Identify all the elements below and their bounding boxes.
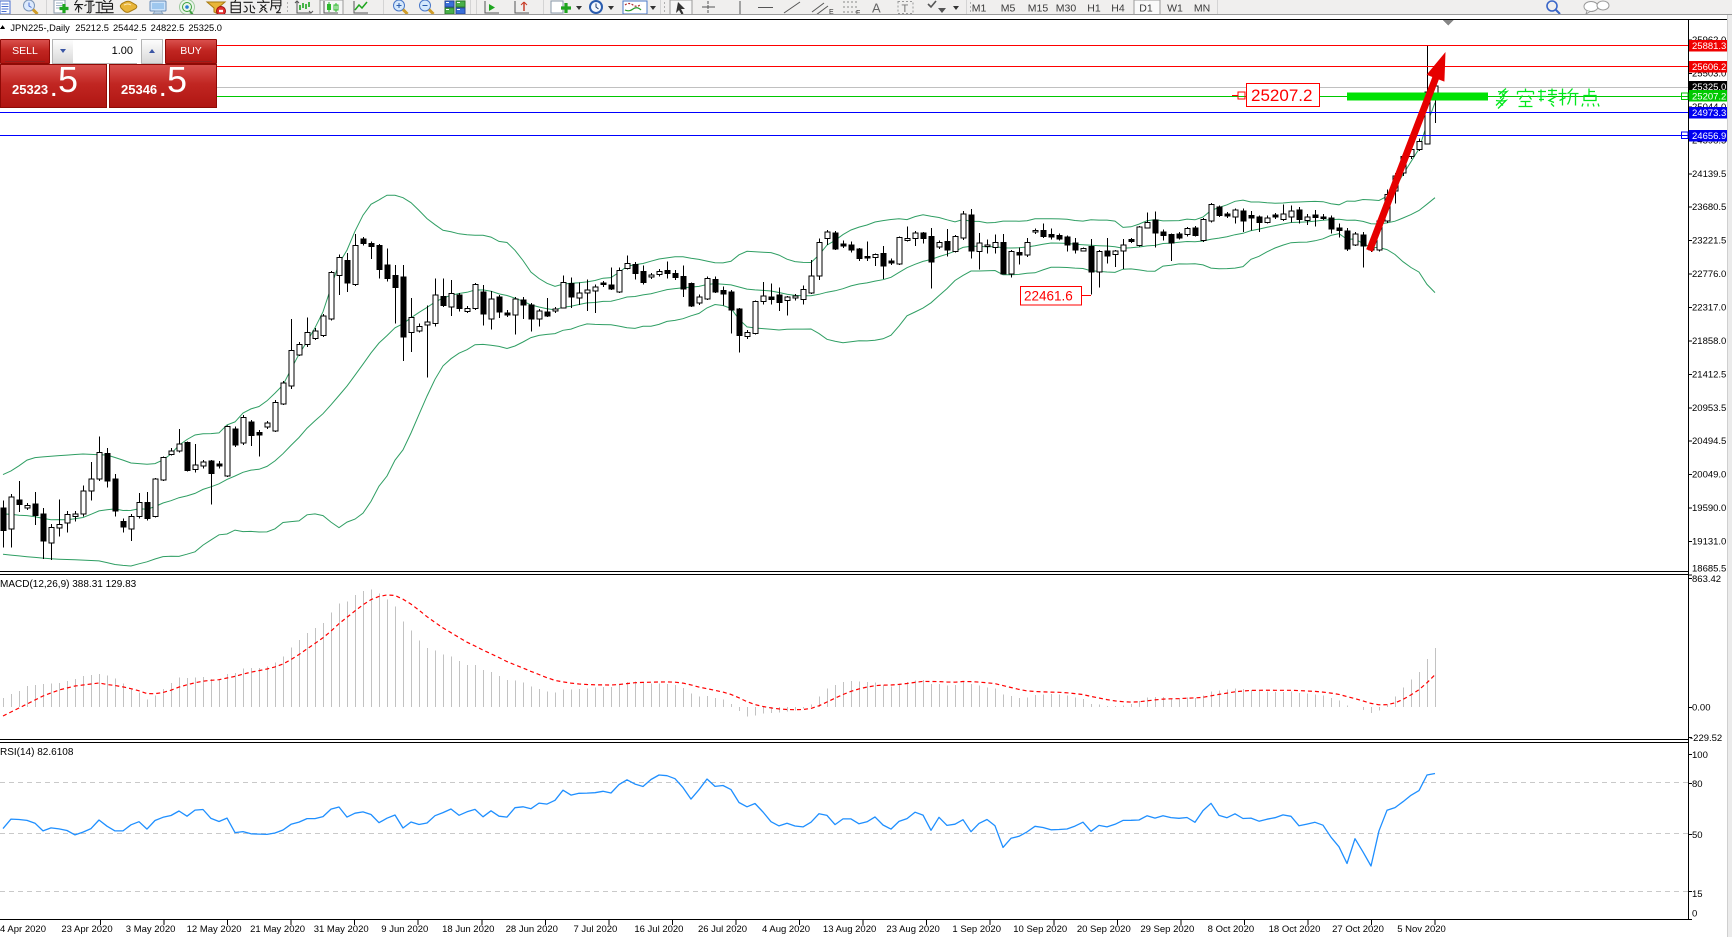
svg-text:3 May 2020: 3 May 2020 <box>126 924 176 935</box>
svg-text:23 Apr 2020: 23 Apr 2020 <box>61 924 112 935</box>
svg-text:15: 15 <box>1692 889 1703 900</box>
svg-text:23680.5: 23680.5 <box>1692 202 1726 213</box>
svg-text:23221.5: 23221.5 <box>1692 236 1726 247</box>
svg-text:863.42: 863.42 <box>1692 574 1721 585</box>
svg-text:21 May 2020: 21 May 2020 <box>250 924 305 935</box>
svg-text:22317.0: 22317.0 <box>1692 303 1726 314</box>
svg-text:W1: W1 <box>1167 3 1183 15</box>
svg-text:26 Jul 2020: 26 Jul 2020 <box>698 924 747 935</box>
svg-text:25207.2: 25207.2 <box>1251 86 1312 105</box>
svg-text:28 Jun 2020: 28 Jun 2020 <box>506 924 558 935</box>
svg-text:-229.52: -229.52 <box>1690 733 1722 744</box>
svg-text:5 Nov 2020: 5 Nov 2020 <box>1397 924 1446 935</box>
svg-text:0.00: 0.00 <box>1692 703 1711 714</box>
svg-text:18 Jun 2020: 18 Jun 2020 <box>442 924 494 935</box>
svg-text:M5: M5 <box>1001 3 1016 15</box>
svg-text:25325.0: 25325.0 <box>1692 82 1726 93</box>
svg-text:JPN225-,Daily: JPN225-,Daily <box>10 23 70 33</box>
svg-text:F: F <box>856 10 860 15</box>
svg-text:100: 100 <box>1692 750 1708 761</box>
svg-text:27 Oct 2020: 27 Oct 2020 <box>1332 924 1384 935</box>
svg-text:T: T <box>902 3 909 15</box>
svg-text:M1: M1 <box>972 3 987 15</box>
svg-text:20 Sep 2020: 20 Sep 2020 <box>1077 924 1131 935</box>
svg-text:8 Oct 2020: 8 Oct 2020 <box>1208 924 1254 935</box>
svg-text:H4: H4 <box>1111 3 1125 15</box>
svg-text:10 Sep 2020: 10 Sep 2020 <box>1013 924 1067 935</box>
svg-text:18685.5: 18685.5 <box>1692 564 1726 575</box>
svg-text:0: 0 <box>1692 909 1697 920</box>
svg-text:RSI(14) 82.6108: RSI(14) 82.6108 <box>0 747 74 758</box>
svg-text:M30: M30 <box>1056 3 1077 15</box>
svg-text:25207.2: 25207.2 <box>1692 92 1726 103</box>
svg-text:20049.0: 20049.0 <box>1692 470 1726 481</box>
svg-text:29 Sep 2020: 29 Sep 2020 <box>1140 924 1194 935</box>
svg-text:20953.5: 20953.5 <box>1692 403 1726 414</box>
svg-text:22776.0: 22776.0 <box>1692 269 1726 280</box>
svg-text:31 May 2020: 31 May 2020 <box>314 924 369 935</box>
svg-text:24973.3: 24973.3 <box>1692 108 1726 119</box>
svg-text:24139.5: 24139.5 <box>1692 169 1726 180</box>
svg-text:12 May 2020: 12 May 2020 <box>187 924 242 935</box>
svg-text:MN: MN <box>1194 3 1210 15</box>
svg-text:25606.2: 25606.2 <box>1692 62 1726 73</box>
svg-text:1 Sep 2020: 1 Sep 2020 <box>952 924 1001 935</box>
svg-text:MACD(12,26,9) 388.31 129.83: MACD(12,26,9) 388.31 129.83 <box>0 579 137 590</box>
svg-text:24656.9: 24656.9 <box>1692 131 1726 142</box>
svg-text:20494.5: 20494.5 <box>1692 436 1726 447</box>
svg-text:H1: H1 <box>1087 3 1101 15</box>
svg-text:E: E <box>829 9 834 15</box>
svg-text:A: A <box>872 1 881 15</box>
svg-text:22461.6: 22461.6 <box>1024 289 1073 304</box>
svg-text:13 Aug 2020: 13 Aug 2020 <box>823 924 876 935</box>
svg-text:23 Aug 2020: 23 Aug 2020 <box>886 924 939 935</box>
svg-text:18 Oct 2020: 18 Oct 2020 <box>1269 924 1321 935</box>
svg-text:16 Jul 2020: 16 Jul 2020 <box>634 924 683 935</box>
svg-text:21412.5: 21412.5 <box>1692 369 1726 380</box>
svg-text:4 Apr 2020: 4 Apr 2020 <box>0 924 46 935</box>
svg-text:19590.0: 19590.0 <box>1692 503 1726 514</box>
svg-text:25212.5 25442.5 24822.5 25325.: 25212.5 25442.5 24822.5 25325.0 <box>75 23 222 33</box>
svg-text:25503.0: 25503.0 <box>1692 69 1726 80</box>
svg-text:4 Aug 2020: 4 Aug 2020 <box>762 924 810 935</box>
svg-text:M15: M15 <box>1028 3 1049 15</box>
svg-text:80: 80 <box>1692 779 1703 790</box>
svg-text:21858.0: 21858.0 <box>1692 336 1726 347</box>
svg-text:7 Jul 2020: 7 Jul 2020 <box>573 924 617 935</box>
svg-text:9 Jun 2020: 9 Jun 2020 <box>381 924 428 935</box>
svg-text:50: 50 <box>1692 830 1703 841</box>
svg-text:D1: D1 <box>1139 3 1153 15</box>
svg-text:25881.3: 25881.3 <box>1692 41 1726 52</box>
svg-text:19131.0: 19131.0 <box>1692 537 1726 548</box>
